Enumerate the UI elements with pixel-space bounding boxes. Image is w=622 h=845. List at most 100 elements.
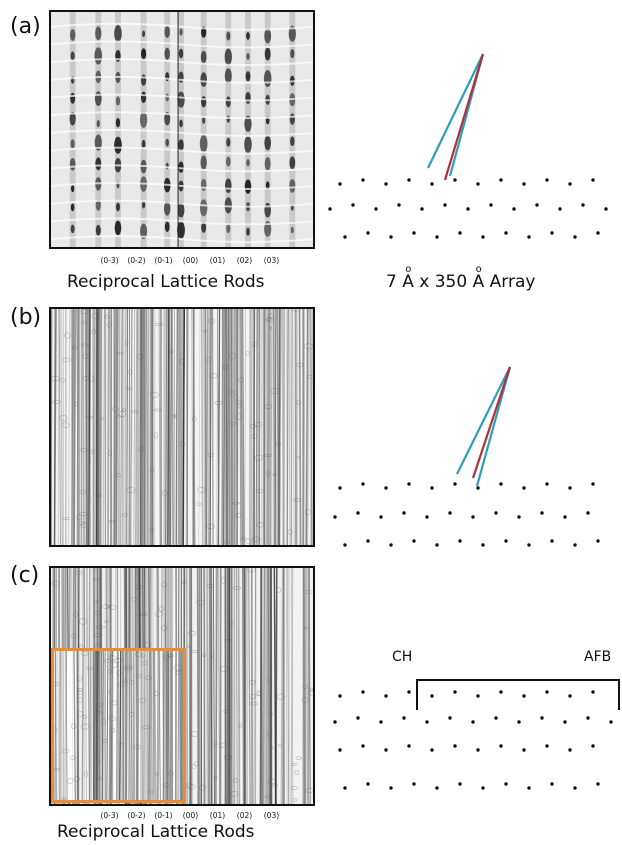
striation	[128, 651, 132, 800]
lattice-dot	[535, 203, 539, 207]
band	[51, 129, 313, 137]
spot	[245, 71, 251, 82]
spot	[140, 223, 148, 240]
lattice-dot	[522, 694, 526, 698]
speckle	[131, 597, 138, 602]
striation	[188, 568, 192, 804]
striation	[59, 309, 61, 545]
striation	[230, 568, 233, 804]
striation	[230, 309, 232, 545]
inset-texture	[54, 651, 183, 800]
lattice-dot	[476, 748, 480, 752]
speckle	[153, 432, 159, 439]
lattice-dot	[343, 543, 347, 547]
streak	[178, 12, 184, 247]
lattice-dot	[366, 231, 370, 235]
ray-red	[471, 366, 512, 479]
dark-rod	[224, 568, 233, 804]
array-size-caption: 7 A x 350 A Array	[386, 264, 535, 292]
speckle	[168, 771, 174, 777]
speckle	[240, 537, 247, 540]
speckle	[197, 487, 206, 493]
striation	[64, 651, 66, 800]
dark-rod	[96, 651, 104, 800]
striation	[140, 309, 142, 545]
speckle	[227, 390, 235, 395]
lattice-dot	[435, 786, 439, 790]
striation	[260, 568, 263, 804]
lattice-dot	[412, 782, 416, 786]
lattice-dot	[499, 178, 503, 182]
lattice-dot	[591, 178, 595, 182]
speckle	[103, 315, 111, 319]
striation	[114, 309, 117, 545]
striation	[97, 309, 100, 545]
lattice-dot	[517, 515, 521, 519]
speckle	[191, 416, 197, 422]
striation	[115, 309, 119, 545]
speckle	[64, 332, 71, 339]
speckle	[100, 417, 105, 421]
striation	[59, 651, 62, 800]
striation	[149, 309, 153, 545]
striation	[223, 309, 226, 545]
striation	[121, 651, 124, 800]
spot	[200, 155, 207, 170]
striation	[126, 309, 128, 545]
speckle	[238, 377, 245, 383]
speckle	[181, 581, 187, 585]
lattice-dot	[596, 782, 600, 786]
speckle	[112, 406, 119, 413]
spot	[224, 197, 232, 214]
striation	[226, 568, 229, 804]
marker-ch: CH	[392, 649, 413, 665]
speckle	[255, 690, 263, 696]
speckle	[84, 771, 88, 777]
speckle	[154, 771, 160, 776]
speckle	[173, 664, 183, 671]
lattice-dot	[361, 178, 365, 182]
striation	[206, 568, 209, 804]
striation	[270, 568, 273, 804]
striation	[292, 309, 295, 545]
ray-red	[443, 53, 485, 181]
speckle	[94, 710, 104, 715]
speckle	[76, 514, 83, 520]
speckle	[82, 353, 89, 359]
lattice-dot	[384, 748, 388, 752]
speckle	[144, 675, 153, 680]
spot	[179, 119, 183, 128]
speckle	[80, 651, 89, 656]
striation	[136, 651, 139, 800]
striation	[305, 309, 309, 545]
striation	[192, 309, 196, 545]
dark-rod	[94, 309, 103, 545]
striation	[107, 309, 110, 545]
band	[51, 93, 313, 102]
speckle	[154, 611, 163, 617]
lattice-dot	[527, 543, 531, 547]
speckle	[179, 358, 185, 365]
lattice-dot	[476, 694, 480, 698]
spot	[246, 53, 250, 60]
lattice-dot	[448, 511, 452, 515]
speckle	[124, 679, 128, 684]
speckle	[84, 415, 94, 419]
speckle	[141, 725, 151, 730]
spot	[114, 220, 122, 236]
speckle	[276, 442, 282, 446]
spot	[95, 199, 101, 211]
striation	[251, 309, 253, 545]
striation	[164, 651, 166, 800]
speckle	[69, 755, 77, 760]
spot	[95, 224, 101, 236]
spot	[69, 29, 76, 41]
speckle	[237, 400, 243, 405]
speckle	[249, 679, 256, 685]
speckle	[265, 470, 270, 477]
rod-label: (0-2)	[127, 256, 146, 265]
speckle	[229, 352, 237, 359]
speckle	[296, 456, 301, 459]
speckle	[213, 740, 218, 747]
lattice-dot	[412, 539, 416, 543]
